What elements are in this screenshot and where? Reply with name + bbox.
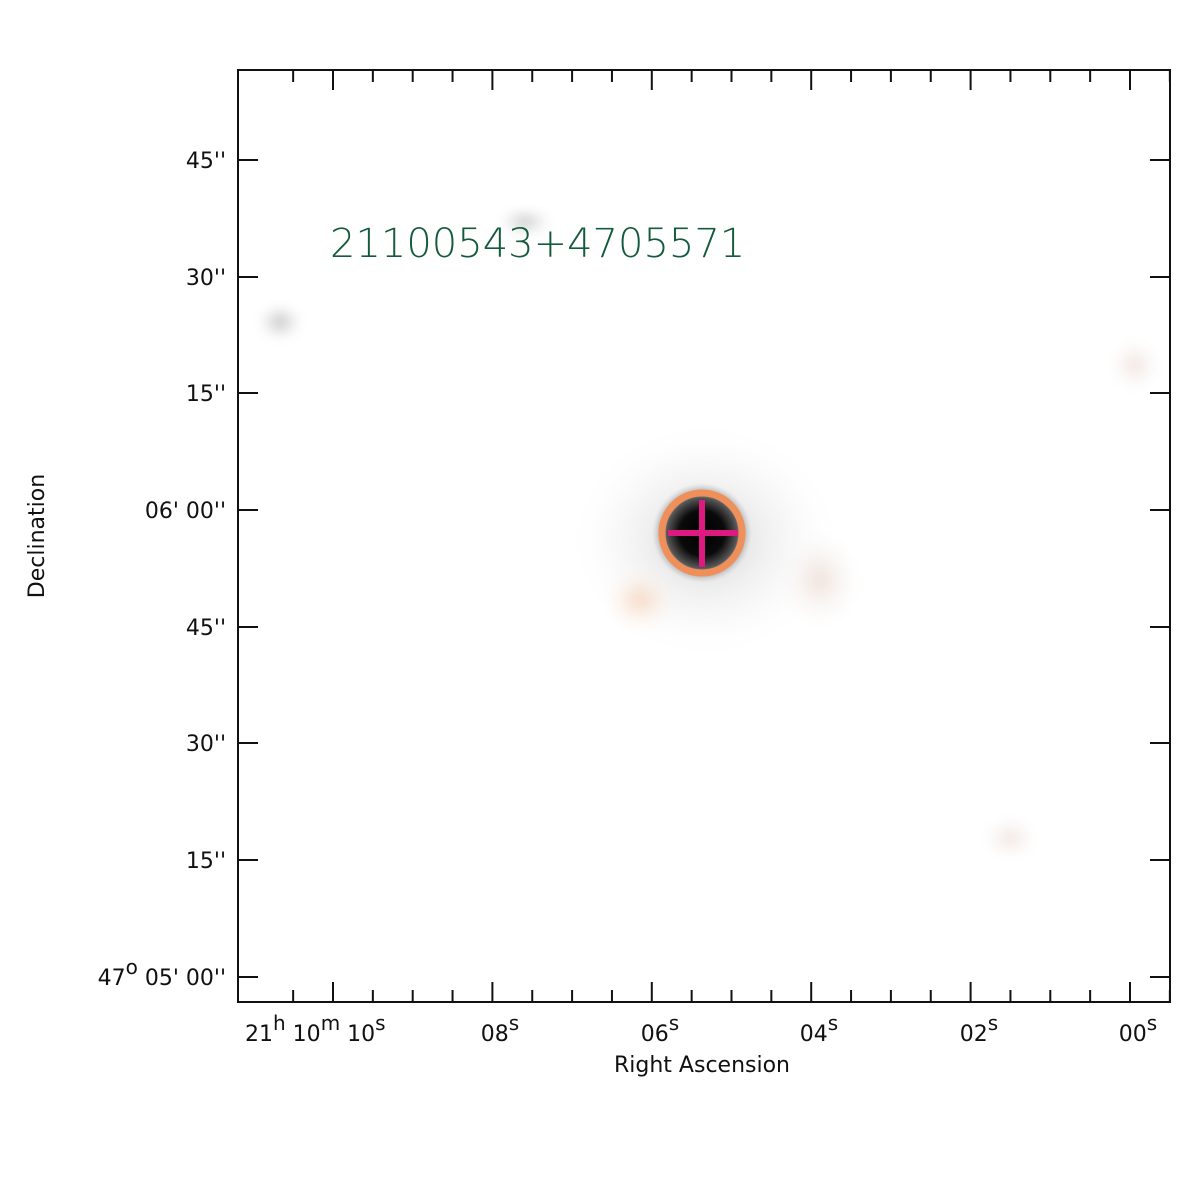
dec-tick-label: 30'' xyxy=(186,266,226,291)
dec-tick-label: 15'' xyxy=(186,382,226,407)
ra-tick-labels: 21h 10m 10s 08s 06s 04s 02s 00s xyxy=(245,1011,1157,1047)
axis-ticks xyxy=(238,70,1171,1002)
ra-tick-label: 00s xyxy=(1119,1011,1157,1047)
faint-source xyxy=(980,814,1040,862)
faint-source xyxy=(495,208,555,236)
warm-noise xyxy=(600,565,680,635)
faint-source xyxy=(1107,335,1163,395)
ra-tick-label: 02s xyxy=(960,1011,998,1047)
dec-tick-labels: 45'' 30'' 15'' 06' 00'' 45'' 30'' 15'' 47o 05' … xyxy=(98,149,226,991)
faint-patch xyxy=(775,525,865,635)
y-axis-title: Declination xyxy=(25,474,50,598)
faint-source xyxy=(256,302,304,342)
ra-tick-label: 06s xyxy=(641,1011,679,1047)
source-label: 21100543+4705571 xyxy=(330,221,745,267)
dec-tick-label: 06' 00'' xyxy=(145,499,226,524)
dec-tick-label: 30'' xyxy=(186,732,226,757)
plot-frame xyxy=(237,69,1171,1003)
dec-tick-label: 45'' xyxy=(186,149,226,174)
dec-tick-label: 45'' xyxy=(186,616,226,641)
source-aperture-circle xyxy=(658,489,746,577)
ra-tick-label: 21h 10m 10s xyxy=(245,1011,386,1047)
source-position-cross xyxy=(668,500,738,567)
ra-tick-label: 08s xyxy=(481,1011,519,1047)
x-axis-title: Right Ascension xyxy=(614,1053,790,1078)
sky-image xyxy=(238,70,1170,1002)
ra-tick-label: 04s xyxy=(800,1011,838,1047)
dec-tick-label: 47o 05' 00'' xyxy=(98,955,226,991)
dec-tick-label: 15'' xyxy=(186,849,226,874)
